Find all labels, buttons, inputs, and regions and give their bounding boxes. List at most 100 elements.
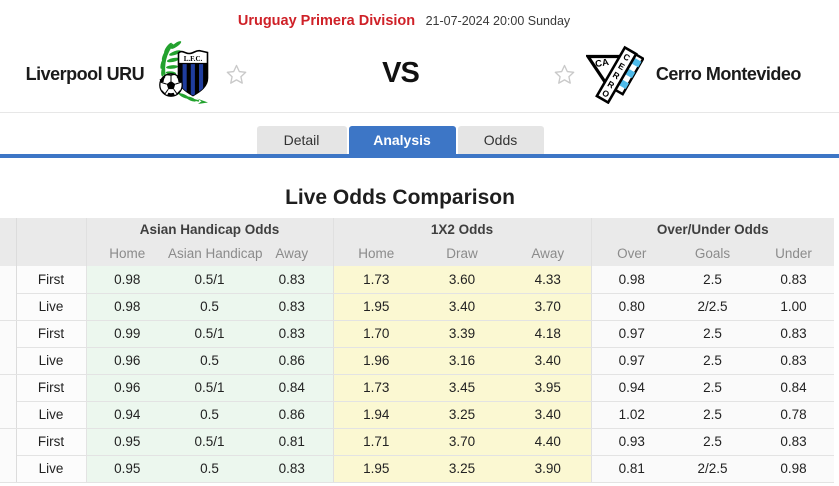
col-header-ah-home: Home xyxy=(86,242,168,266)
odds-cell: 3.45 xyxy=(419,374,505,402)
bookmaker-cell xyxy=(0,320,17,375)
away-team: CA C E R xyxy=(553,40,801,108)
odds-cell: 3.39 xyxy=(419,320,505,348)
soccer-ball xyxy=(159,73,184,97)
odds-cell: 3.70 xyxy=(505,293,592,321)
row-label: Live xyxy=(16,401,87,429)
odds-cell: 3.95 xyxy=(505,374,592,402)
vs-label: VS xyxy=(382,56,420,89)
sub-header-row: Home Asian Handicap Away Home Draw Away … xyxy=(0,242,835,266)
col-header-ou-over: Over xyxy=(591,242,672,266)
col-header-ou-goals: Goals xyxy=(672,242,753,266)
odds-cell: 1.70 xyxy=(333,320,419,348)
shield: L.F.C. xyxy=(177,49,209,97)
odds-cell: 3.25 xyxy=(419,455,505,483)
odds-cell: 2.5 xyxy=(672,374,753,402)
odds-cell: 0.97 xyxy=(591,320,672,348)
row-label: First xyxy=(16,266,87,294)
home-team: Liverpool URU xyxy=(0,40,248,108)
odds-row-first-3: First 0.96 0.5/1 0.84 1.73 3.45 3.95 0.94 2.5 0.8… xyxy=(0,374,835,429)
odds-cell: 0.5/1 xyxy=(168,428,251,456)
odds-cell: 3.25 xyxy=(419,401,505,429)
away-team-name[interactable]: Cerro Montevideo xyxy=(655,63,802,84)
group-header-asian-handicap: Asian Handicap Odds xyxy=(86,218,334,242)
bookmaker-cell xyxy=(0,374,17,429)
match-row: Liverpool URU xyxy=(0,39,801,109)
odds-row-first-1: First 0.98 0.5/1 0.83 1.73 3.60 4.33 0.98 2.5 0.8… xyxy=(0,266,835,321)
away-team-crest-icon: CA C E R xyxy=(585,45,644,104)
odds-cell: 0.5/1 xyxy=(168,374,251,402)
svg-text:CA: CA xyxy=(594,57,610,70)
odds-cell: 1.00 xyxy=(753,293,835,321)
col-header-1x2-away: Away xyxy=(505,242,592,266)
odds-cell: 0.96 xyxy=(86,374,168,402)
odds-cell: 2.5 xyxy=(672,347,753,375)
odds-cell: 0.95 xyxy=(86,455,168,483)
odds-cell: 0.94 xyxy=(591,374,672,402)
odds-cell: 3.40 xyxy=(505,347,592,375)
group-header-over-under: Over/Under Odds xyxy=(591,218,835,242)
row-type-column-header xyxy=(16,218,87,266)
match-datetime: 21-07-2024 20:00 Sunday xyxy=(425,14,571,28)
odds-cell: 1.95 xyxy=(333,455,419,483)
bookmaker-cell xyxy=(0,266,17,321)
tab-analysis[interactable]: Analysis xyxy=(348,126,456,154)
svg-text:O: O xyxy=(600,88,611,100)
odds-cell: 0.83 xyxy=(251,266,334,294)
odds-cell: 0.81 xyxy=(591,455,672,483)
odds-cell: 2/2.5 xyxy=(672,455,753,483)
odds-cell: 0.5 xyxy=(168,401,251,429)
tab-detail[interactable]: Detail xyxy=(256,126,347,154)
odds-cell: 0.5 xyxy=(168,455,251,483)
col-header-ou-under: Under xyxy=(753,242,835,266)
laurel-branch xyxy=(160,41,209,104)
header-divider xyxy=(0,112,839,113)
cerro-band: C E R R O xyxy=(594,45,638,104)
svg-text:L.F.C.: L.F.C. xyxy=(184,55,203,63)
tabs-underline xyxy=(0,154,839,158)
odds-cell: 0.86 xyxy=(251,401,334,429)
odds-cell: 1.73 xyxy=(333,374,419,402)
row-label: Live xyxy=(16,293,87,321)
away-favorite-star-icon[interactable] xyxy=(553,63,576,86)
svg-text:E: E xyxy=(616,61,626,73)
odds-cell: 2/2.5 xyxy=(672,293,753,321)
home-team-crest-icon: L.F.C. xyxy=(159,41,209,104)
odds-cell: 0.98 xyxy=(86,266,168,294)
odds-table-body: First 0.98 0.5/1 0.83 1.73 3.60 4.33 0.98 2.5 0.8… xyxy=(0,266,835,483)
tabs: Detail Analysis Odds xyxy=(0,126,800,154)
league-name[interactable]: Uruguay Primera Division xyxy=(237,13,416,29)
home-team-logo: L.F.C. xyxy=(151,40,213,108)
odds-row-live-2: Live 0.96 0.5 0.86 1.96 3.16 3.40 0.97 2.5 0.83 xyxy=(0,347,835,375)
odds-cell: 0.98 xyxy=(86,293,168,321)
row-label: First xyxy=(16,320,87,348)
live-odds-table: Asian Handicap Odds 1X2 Odds Over/Under … xyxy=(0,218,835,483)
odds-cell: 1.71 xyxy=(333,428,419,456)
odds-cell: 0.97 xyxy=(591,347,672,375)
col-header-ah-away: Away xyxy=(251,242,334,266)
odds-cell: 1.94 xyxy=(333,401,419,429)
odds-cell: 3.40 xyxy=(419,293,505,321)
match-header: Uruguay Primera Division 21-07-2024 20:0… xyxy=(0,0,801,109)
odds-cell: 0.78 xyxy=(753,401,835,429)
tab-odds[interactable]: Odds xyxy=(457,126,544,154)
odds-cell: 0.83 xyxy=(251,320,334,348)
home-favorite-star-icon[interactable] xyxy=(225,63,248,86)
bookmaker-column-header xyxy=(0,218,17,266)
odds-cell: 0.83 xyxy=(753,347,835,375)
odds-row-first-4: First 0.95 0.5/1 0.81 1.71 3.70 4.40 0.93 2.5 0.8… xyxy=(0,428,835,483)
odds-cell: 2.5 xyxy=(672,320,753,348)
odds-cell: 4.33 xyxy=(505,266,592,294)
odds-cell: 2.5 xyxy=(672,428,753,456)
odds-cell: 0.80 xyxy=(591,293,672,321)
svg-text:C: C xyxy=(621,51,631,63)
odds-cell: 0.99 xyxy=(86,320,168,348)
odds-cell: 2.5 xyxy=(672,401,753,429)
home-team-name[interactable]: Liverpool URU xyxy=(25,63,145,84)
odds-cell: 0.83 xyxy=(753,428,835,456)
odds-cell: 0.84 xyxy=(251,374,334,402)
odds-cell: 0.86 xyxy=(251,347,334,375)
odds-cell: 0.5 xyxy=(168,293,251,321)
group-header-1x2: 1X2 Odds xyxy=(333,218,592,242)
